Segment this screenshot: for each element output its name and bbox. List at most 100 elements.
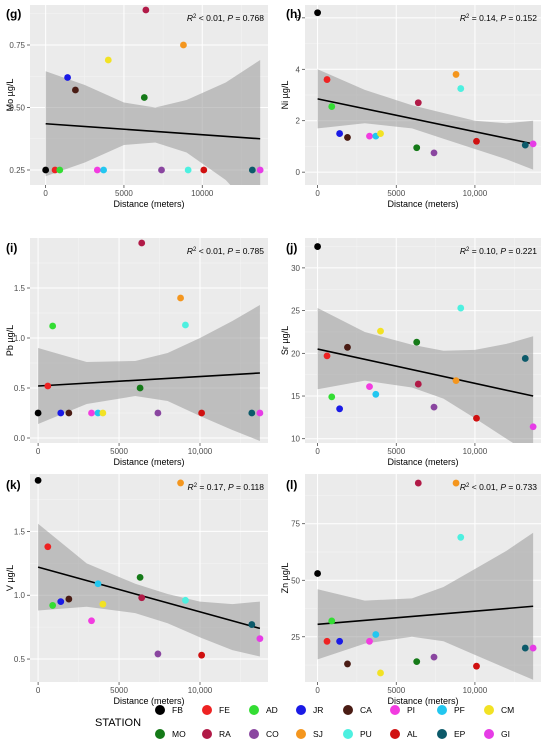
- data-point-mo: [413, 144, 421, 152]
- panel-h: 0 5000 10,000 0 2 4 6 Distance (meters) Ni µg/L (…: [280, 5, 541, 209]
- panel-label: (j): [286, 241, 297, 255]
- data-point-al: [473, 662, 480, 670]
- legend-swatch: [155, 729, 165, 739]
- legend-swatch: [390, 705, 400, 715]
- panel-k: 0 5000 10,000 0.5 1.0 1.5 Distance (meters) V µ…: [5, 474, 268, 706]
- data-point-jr: [57, 409, 65, 417]
- legend-item-sj: SJ: [296, 729, 323, 739]
- legend-item-jr: JR: [296, 705, 323, 715]
- x-tick-label: 0: [36, 686, 41, 695]
- legend-swatch: [343, 705, 353, 715]
- data-point-cm: [99, 600, 107, 608]
- data-point-fe: [44, 543, 52, 551]
- stats-annotation: R2 < 0.01, P = 0.785: [187, 246, 264, 256]
- x-tick-label: 5000: [387, 447, 405, 456]
- data-point-mo: [140, 94, 148, 101]
- data-point-ca: [344, 134, 351, 141]
- x-tick-label: 5000: [387, 686, 405, 695]
- panel-g: 0 5000 10000 0.25 0.50 0.75 Distance (meters) M…: [5, 5, 268, 209]
- legend-swatch: [437, 729, 447, 739]
- confidence-band: [38, 305, 260, 441]
- data-point-ep: [521, 141, 529, 149]
- data-point-pf: [372, 631, 380, 638]
- data-point-jr: [336, 130, 344, 137]
- data-point-fb: [34, 409, 42, 417]
- data-point-pf: [94, 580, 102, 588]
- legend-swatch: [437, 705, 447, 715]
- data-point-ra: [138, 239, 146, 247]
- y-tick-label: 50: [291, 576, 300, 585]
- legend-item-pu: PU: [343, 729, 372, 739]
- x-tick-label: 10,000: [188, 686, 213, 695]
- data-point-fe: [323, 352, 331, 360]
- y-axis-label: V µg/L: [5, 565, 15, 591]
- legend-item-pi: PI: [390, 705, 415, 715]
- data-point-fe: [51, 166, 59, 174]
- x-tick-label: 0: [315, 189, 320, 198]
- data-point-sj: [177, 479, 184, 487]
- x-axis-label: Distance (meters): [387, 457, 458, 467]
- data-point-ad: [328, 103, 336, 110]
- legend-label: PI: [407, 705, 415, 715]
- y-axis-label: Zn µg/L: [280, 563, 290, 594]
- y-tick-label: 1.0: [14, 591, 26, 600]
- data-point-cm: [377, 130, 384, 137]
- legend-item-mo: MO: [155, 729, 186, 739]
- legend-swatch: [296, 729, 306, 739]
- legend-label: EP: [454, 729, 466, 739]
- legend-label: FB: [172, 705, 183, 715]
- legend-label: CM: [501, 705, 514, 715]
- data-point-pf: [100, 166, 107, 174]
- legend-item-fe: FE: [202, 705, 230, 715]
- data-point-sj: [180, 41, 187, 49]
- y-tick-label: 0.5: [14, 655, 26, 664]
- panel-label: (i): [6, 241, 17, 255]
- y-tick-label: 0.50: [9, 104, 25, 113]
- data-point-cm: [377, 327, 384, 335]
- panel-label: (h): [286, 7, 301, 21]
- regression-line: [38, 372, 260, 387]
- legend-label: JR: [313, 705, 323, 715]
- confidence-band: [45, 60, 261, 185]
- data-point-ra: [142, 6, 150, 14]
- x-tick-label: 10,000: [463, 686, 488, 695]
- stats-annotation: R2 < 0.01, P = 0.733: [460, 482, 537, 492]
- legend-label: RA: [219, 729, 231, 739]
- data-point-sj: [452, 479, 460, 487]
- data-point-ep: [521, 355, 529, 362]
- data-point-fe: [323, 637, 331, 645]
- legend-swatch: [155, 705, 165, 715]
- x-tick-label: 0: [315, 686, 320, 695]
- x-axis-label: Distance (meters): [387, 199, 458, 209]
- legend-item-ad: AD: [249, 705, 278, 715]
- panel-label: (k): [6, 478, 21, 492]
- data-point-mo: [136, 573, 144, 581]
- y-tick-label: 15: [291, 392, 300, 401]
- x-tick-label: 0: [43, 189, 48, 198]
- y-tick-label: 20: [291, 349, 300, 358]
- data-point-sj: [452, 377, 460, 385]
- data-point-ra: [414, 380, 422, 388]
- x-tick-label: 10,000: [188, 447, 213, 456]
- legend-swatch: [202, 729, 212, 739]
- legend-swatch: [484, 729, 494, 739]
- stats-annotation: R2 = 0.17, P = 0.118: [188, 482, 265, 492]
- data-point-co: [154, 650, 162, 658]
- y-tick-label: 1.5: [14, 527, 26, 536]
- y-tick-label: 0.5: [14, 384, 26, 393]
- data-point-jr: [64, 74, 71, 81]
- legend-item-ep: EP: [437, 729, 466, 739]
- y-tick-label: 0.75: [9, 41, 25, 50]
- x-axis-label: Distance (meters): [113, 199, 184, 209]
- data-point-ca: [65, 409, 73, 417]
- data-point-jr: [336, 637, 344, 645]
- data-point-fe: [323, 76, 331, 83]
- data-point-sj: [452, 71, 460, 78]
- regression-line: [45, 122, 261, 140]
- legend: STATION FB FE AD JR CA PI PF CM MO RA CO SJ PU AL EP GI: [95, 705, 514, 739]
- data-point-fb: [314, 570, 321, 577]
- y-axis-label: Pb µg/L: [5, 325, 15, 356]
- data-point-co: [430, 653, 438, 661]
- regression-line: [317, 348, 534, 397]
- legend-swatch: [484, 705, 494, 715]
